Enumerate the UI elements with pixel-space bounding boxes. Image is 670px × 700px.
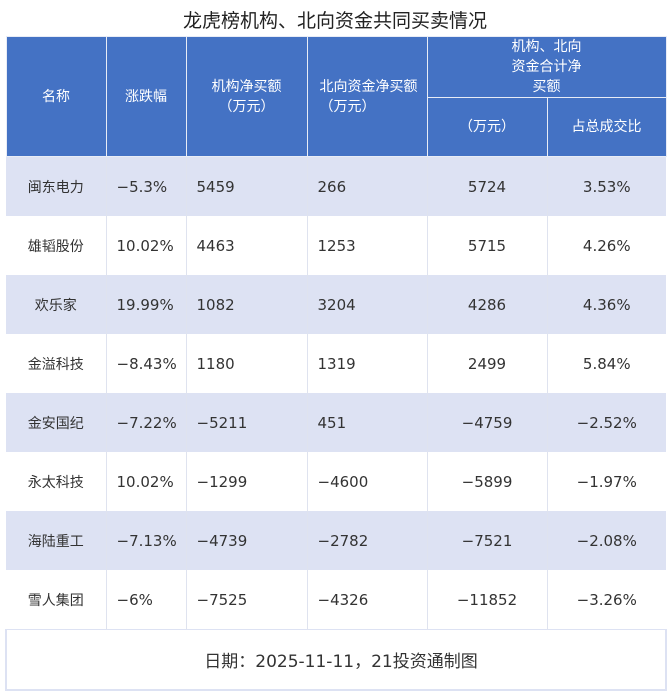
cell-inst: −4739 <box>185 511 307 570</box>
cell-name: 闽东电力 <box>6 156 106 216</box>
cell-ratio: 5.84% <box>546 334 666 393</box>
col-header-change: 涨跌幅 <box>105 36 187 157</box>
cell-north: 1253 <box>306 216 427 275</box>
cell-inst: −5211 <box>185 393 307 452</box>
footer-note: 日期：2025-11-11，21投资通制图 <box>5 629 667 691</box>
cell-change: 10.02% <box>105 216 186 275</box>
col-header-combined: 机构、北向资金合计净买额 <box>426 36 667 98</box>
cell-name: 雄韬股份 <box>6 216 106 275</box>
cell-total: −5899 <box>426 452 547 511</box>
cell-total: 2499 <box>426 334 547 393</box>
cell-inst: 1082 <box>185 275 307 334</box>
cell-change: −7.13% <box>105 511 186 570</box>
cell-total: −7521 <box>426 511 547 570</box>
cell-change: −7.22% <box>105 393 186 452</box>
table-row: 海陆重工 −7.13% −4739 −2782 −7521 −2.08% <box>6 511 666 570</box>
col-header-north: 北向资金净买额（万元） <box>306 36 428 157</box>
cell-north: 1319 <box>306 334 427 393</box>
cell-change: −6% <box>105 570 186 630</box>
data-table: 名称 涨跌幅 机构净买额（万元） 北向资金净买额（万元） 机构、北向资金合计净买… <box>5 36 667 691</box>
cell-inst: −1299 <box>185 452 307 511</box>
cell-ratio: −2.52% <box>546 393 666 452</box>
col-header-inst: 机构净买额（万元） <box>185 36 308 157</box>
table-title: 龙虎榜机构、北向资金共同买卖情况 <box>182 10 487 32</box>
table-row: 雄韬股份 10.02% 4463 1253 5715 4.26% <box>6 216 666 275</box>
table-row: 欢乐家 19.99% 1082 3204 4286 4.36% <box>6 275 666 334</box>
cell-inst: 4463 <box>185 216 307 275</box>
cell-ratio: 4.36% <box>546 275 666 334</box>
col-header-combined-ratio: 占总成交比 <box>546 97 667 157</box>
cell-name: 雪人集团 <box>6 570 106 630</box>
cell-north: 3204 <box>306 275 427 334</box>
cell-change: −5.3% <box>105 156 186 216</box>
cell-inst: 5459 <box>185 156 307 216</box>
table-row: 永太科技 10.02% −1299 −4600 −5899 −1.97% <box>6 452 666 511</box>
cell-north: 266 <box>306 156 427 216</box>
table-row: 金安国纪 −7.22% −5211 451 −4759 −2.52% <box>6 393 666 452</box>
cell-total: −4759 <box>426 393 547 452</box>
cell-name: 永太科技 <box>6 452 106 511</box>
cell-total: 4286 <box>426 275 547 334</box>
cell-total: −11852 <box>426 570 547 630</box>
cell-north: −4600 <box>306 452 427 511</box>
cell-name: 金安国纪 <box>6 393 106 452</box>
cell-name: 金溢科技 <box>6 334 106 393</box>
cell-inst: −7525 <box>185 570 307 630</box>
cell-name: 海陆重工 <box>6 511 106 570</box>
cell-total: 5715 <box>426 216 547 275</box>
table-row: 闽东电力 −5.3% 5459 266 5724 3.53% <box>6 156 666 216</box>
cell-ratio: −3.26% <box>546 570 666 630</box>
cell-north: −2782 <box>306 511 427 570</box>
cell-north: −4326 <box>306 570 427 630</box>
cell-change: −8.43% <box>105 334 186 393</box>
cell-ratio: −2.08% <box>546 511 666 570</box>
cell-ratio: 4.26% <box>546 216 666 275</box>
cell-total: 5724 <box>426 156 547 216</box>
col-header-combined-amount: （万元） <box>426 97 548 157</box>
cell-name: 欢乐家 <box>6 275 106 334</box>
table-row: 雪人集团 −6% −7525 −4326 −11852 −3.26% <box>6 570 666 630</box>
cell-change: 10.02% <box>105 452 186 511</box>
cell-ratio: −1.97% <box>546 452 666 511</box>
cell-change: 19.99% <box>105 275 186 334</box>
cell-north: 451 <box>306 393 427 452</box>
table-row: 金溢科技 −8.43% 1180 1319 2499 5.84% <box>6 334 666 393</box>
cell-inst: 1180 <box>185 334 307 393</box>
cell-ratio: 3.53% <box>546 156 666 216</box>
col-header-name: 名称 <box>5 36 107 157</box>
